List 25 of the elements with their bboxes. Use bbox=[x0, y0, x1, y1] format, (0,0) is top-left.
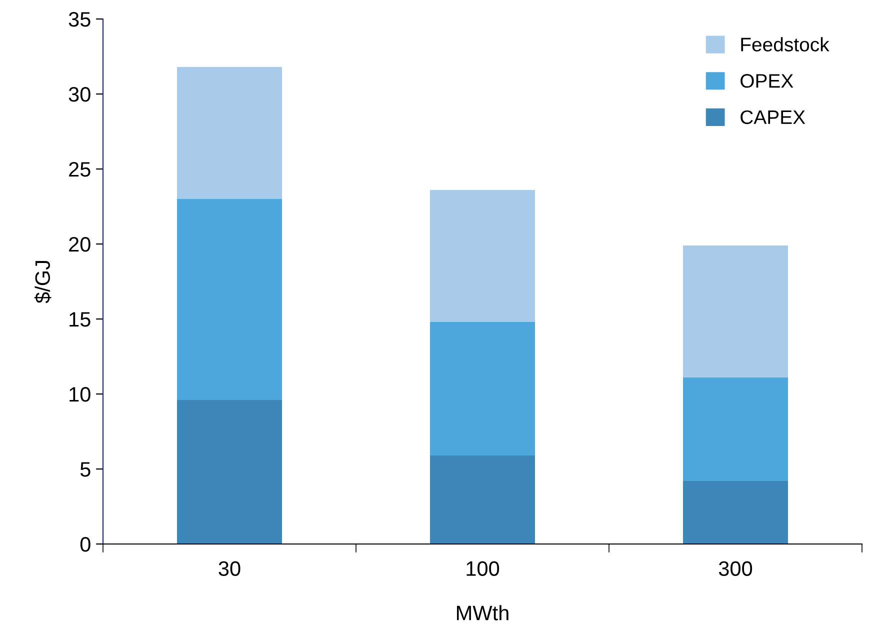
legend-label: CAPEX bbox=[740, 110, 806, 124]
y-tick-label: 30 bbox=[68, 87, 90, 102]
bar bbox=[430, 322, 535, 456]
x-tick-label: 100 bbox=[466, 561, 500, 576]
x-tick-label: 300 bbox=[718, 561, 752, 576]
y-tick-label: 20 bbox=[69, 237, 90, 252]
y-tick-label: 10 bbox=[70, 387, 90, 402]
x-tick-label: 30 bbox=[218, 561, 240, 576]
y-tick-label: 15 bbox=[70, 312, 90, 327]
bar bbox=[683, 481, 788, 544]
bar bbox=[683, 378, 788, 481]
bar bbox=[177, 199, 282, 400]
y-tick-label: 5 bbox=[80, 462, 90, 477]
bar bbox=[177, 67, 282, 199]
y-tick-label: 0 bbox=[80, 537, 90, 552]
y-axis-title: $/GJ bbox=[34, 261, 52, 304]
legend-label: Feedstock bbox=[741, 37, 830, 52]
legend-label: OPEX bbox=[740, 74, 794, 88]
bar bbox=[177, 400, 282, 544]
bar bbox=[430, 456, 535, 544]
x-axis-title: MWth bbox=[457, 605, 508, 620]
bar bbox=[430, 190, 535, 322]
bar bbox=[683, 246, 788, 378]
y-tick-label: 35 bbox=[68, 12, 90, 27]
y-tick-label: 25 bbox=[69, 162, 90, 177]
